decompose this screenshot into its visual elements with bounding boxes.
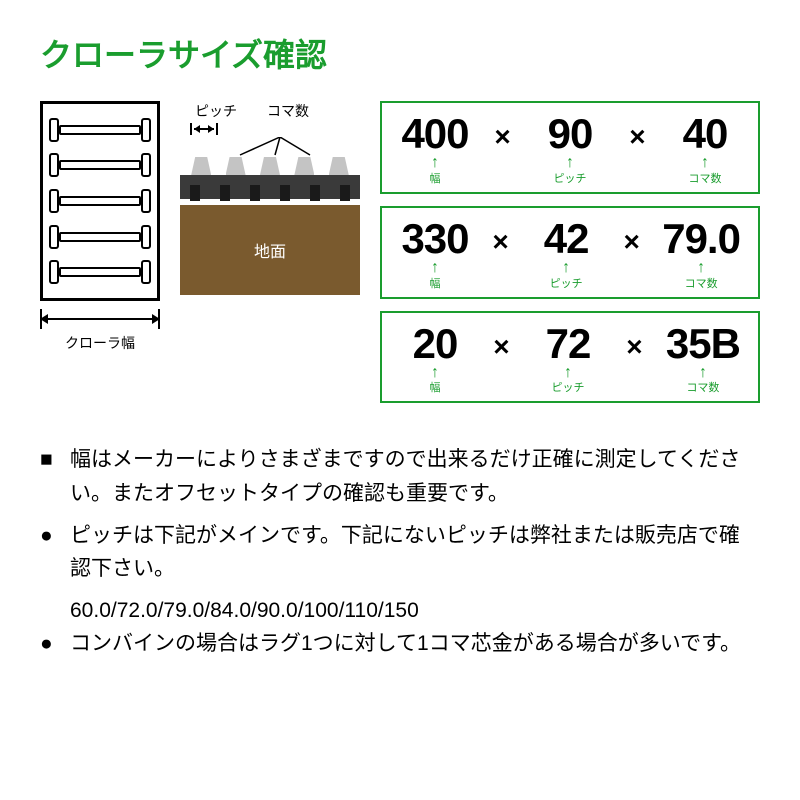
size-label-text: 幅 [430, 275, 441, 291]
up-arrow-icon: ↑ [701, 157, 709, 170]
size-value: 400 [401, 113, 468, 155]
size-label-text: ピッチ [551, 379, 584, 395]
note-bullet-icon: ● [40, 519, 70, 586]
size-value: 20 [413, 323, 458, 365]
size-pitch: 72 ↑ピッチ [533, 323, 603, 396]
note-subtext: 60.0/72.0/79.0/84.0/90.0/100/110/150 [70, 594, 760, 628]
size-koma: 40 ↑コマ数 [670, 113, 740, 186]
note-bullet-icon: ● [40, 627, 70, 661]
pitch-label: ピッチ [195, 101, 237, 121]
note-bullet-icon: ■ [40, 443, 70, 510]
size-example-2: 20↑幅×72↑ピッチ×35B↑コマ数 [380, 311, 760, 404]
size-label-text: 幅 [430, 379, 441, 395]
multiply-symbol: × [493, 331, 509, 363]
size-label-text: ピッチ [553, 170, 586, 186]
note-item-2: ●コンバインの場合はラグ1つに対して1コマ芯金がある場合が多いです。 [40, 627, 760, 661]
size-width: 330 ↑幅 [400, 218, 470, 291]
up-arrow-icon: ↑ [431, 367, 439, 380]
note-text: ピッチは下記がメインです。下記にないピッチは弊社または販売店で確認下さい。 [70, 519, 760, 586]
top-section: クローラ幅 ピッチ コマ数 [40, 101, 760, 403]
width-dimension-arrow [40, 309, 160, 329]
size-value: 72 [546, 323, 591, 365]
size-value: 90 [548, 113, 593, 155]
up-arrow-icon: ↑ [564, 367, 572, 380]
size-label-text: 幅 [430, 170, 441, 186]
width-label: クローラ幅 [65, 333, 135, 353]
diagrams-area: クローラ幅 ピッチ コマ数 [40, 101, 360, 403]
size-width: 20 ↑幅 [400, 323, 470, 396]
up-arrow-icon: ↑ [697, 262, 705, 275]
koma-label: コマ数 [267, 101, 309, 121]
size-pitch: 42 ↑ピッチ [531, 218, 601, 291]
crawler-track-pattern [40, 101, 160, 301]
note-item-0: ■幅はメーカーによりさまざまですので出来るだけ正確に測定してください。またオフセ… [40, 443, 760, 510]
size-value: 35B [666, 323, 740, 365]
up-arrow-icon: ↑ [699, 367, 707, 380]
size-label-text: ピッチ [550, 275, 583, 291]
track-cross-section: 地面 [180, 157, 360, 295]
pitch-dimension-arrow [190, 123, 218, 135]
up-arrow-icon: ↑ [566, 157, 574, 170]
notes-section: ■幅はメーカーによりさまざまですので出来るだけ正確に測定してください。またオフセ… [40, 443, 760, 661]
size-value: 330 [401, 218, 468, 260]
up-arrow-icon: ↑ [562, 262, 570, 275]
multiply-symbol: × [494, 121, 510, 153]
page-title: クローラサイズ確認 [40, 30, 760, 76]
multiply-symbol: × [626, 331, 642, 363]
crawler-width-diagram: クローラ幅 [40, 101, 160, 353]
size-example-0: 400↑幅×90↑ピッチ×40↑コマ数 [380, 101, 760, 194]
note-text: コンバインの場合はラグ1つに対して1コマ芯金がある場合が多いです。 [70, 627, 760, 661]
multiply-symbol: × [492, 226, 508, 258]
size-koma: 79.0 ↑コマ数 [662, 218, 740, 291]
size-width: 400 ↑幅 [400, 113, 470, 186]
size-label-text: コマ数 [688, 170, 721, 186]
koma-indicator-lines [180, 137, 360, 157]
size-label-text: コマ数 [685, 275, 718, 291]
multiply-symbol: × [623, 226, 639, 258]
ground-label: 地面 [180, 205, 360, 295]
up-arrow-icon: ↑ [431, 262, 439, 275]
pitch-koma-diagram: ピッチ コマ数 [180, 101, 360, 295]
size-value: 42 [544, 218, 589, 260]
multiply-symbol: × [629, 121, 645, 153]
size-example-1: 330↑幅×42↑ピッチ×79.0↑コマ数 [380, 206, 760, 299]
size-pitch: 90 ↑ピッチ [535, 113, 605, 186]
size-examples: 400↑幅×90↑ピッチ×40↑コマ数330↑幅×42↑ピッチ×79.0↑コマ数… [380, 101, 760, 403]
up-arrow-icon: ↑ [431, 157, 439, 170]
size-label-text: コマ数 [686, 379, 719, 395]
size-value: 40 [683, 113, 728, 155]
note-text: 幅はメーカーによりさまざまですので出来るだけ正確に測定してください。またオフセッ… [70, 443, 760, 510]
note-item-1: ●ピッチは下記がメインです。下記にないピッチは弊社または販売店で確認下さい。 [40, 519, 760, 586]
size-value: 79.0 [662, 218, 740, 260]
size-koma: 35B ↑コマ数 [666, 323, 740, 396]
